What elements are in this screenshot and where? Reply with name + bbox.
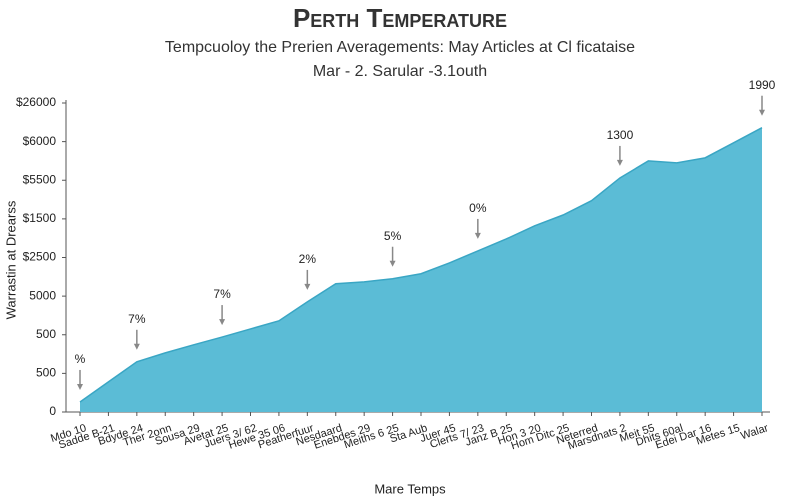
y-tick-label: 500 <box>36 366 56 380</box>
annotation: 7% <box>213 287 231 301</box>
y-tick-label: 500 <box>36 327 56 341</box>
annotation-arrowhead <box>133 343 140 350</box>
y-tick-label: 0 <box>49 404 56 418</box>
annotation-arrowhead <box>389 260 396 267</box>
annotation-arrowhead <box>759 109 765 116</box>
x-axis-label: Mare Temps <box>374 481 446 496</box>
annotation-arrowhead <box>219 319 226 326</box>
y-tick-label: $2500 <box>23 250 57 264</box>
y-tick-label: $26000 <box>16 95 56 109</box>
chart-title: Perth Temperature <box>293 3 507 33</box>
area <box>80 127 762 412</box>
y-axis-label: Warrastin at Drearss <box>3 200 18 319</box>
y-tick-label: $5500 <box>23 172 57 186</box>
chart-subtitle: Tempcuoloy the Prerien Averagements: May… <box>165 39 635 56</box>
y-tick-label: $1500 <box>23 211 57 225</box>
area-line <box>79 127 763 403</box>
y-tick-label: 5000 <box>29 288 56 302</box>
annotation-arrowhead <box>474 232 481 239</box>
annotation: 0% <box>469 201 487 215</box>
chart-subtitle: Mar - 2. Sarular -3.1outh <box>313 63 487 80</box>
annotation: 1300 <box>607 128 634 142</box>
annotation-arrowhead <box>304 283 311 290</box>
annotation: 7% <box>128 312 146 326</box>
annotation: 5% <box>384 229 402 243</box>
annotation-arrowhead <box>616 159 623 166</box>
annotation: 1990 <box>749 78 776 92</box>
annotation: % <box>75 352 86 366</box>
x-tick-label: Walar <box>739 422 770 442</box>
annotation: 2% <box>299 252 317 266</box>
annotation-arrowhead <box>77 383 83 390</box>
y-tick-label: $6000 <box>23 134 57 148</box>
